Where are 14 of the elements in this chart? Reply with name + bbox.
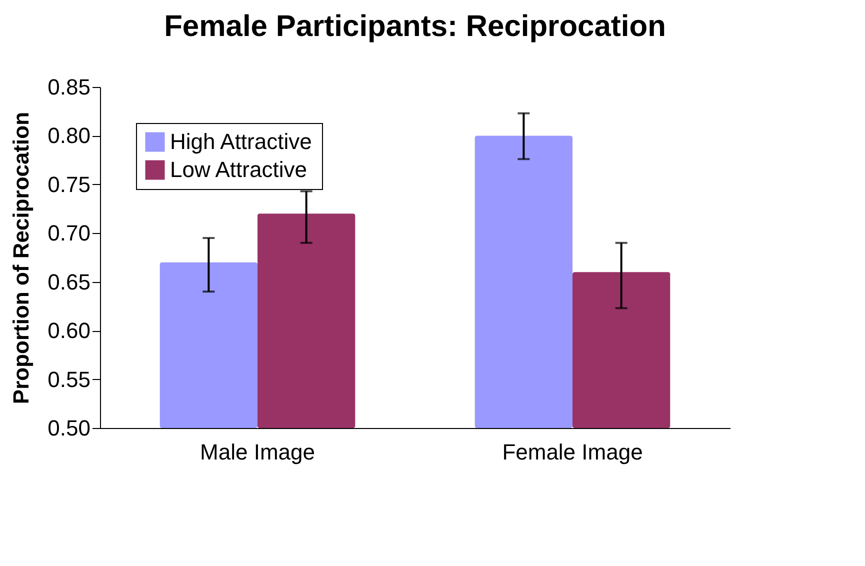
chart-title: Female Participants: Reciprocation: [164, 10, 666, 43]
legend-label: High Attractive: [170, 129, 312, 154]
y-tick-label: 0.65: [48, 269, 90, 294]
y-axis-title: Proportion of Reciprocation: [8, 112, 34, 404]
y-tick-label: 0.60: [48, 318, 90, 344]
y-tick-label: 0.75: [48, 172, 90, 197]
y-tick-label: 0.50: [48, 416, 90, 440]
y-tick-label: 0.55: [48, 366, 90, 392]
y-tick-label: 0.80: [48, 123, 90, 148]
x-tick-label: Male Image: [200, 440, 315, 464]
y-tick-label: 0.85: [48, 74, 90, 100]
x-tick-label: Female Image: [502, 440, 643, 464]
legend-label: Low Attractive: [170, 157, 307, 182]
y-tick-label: 0.70: [48, 220, 90, 246]
